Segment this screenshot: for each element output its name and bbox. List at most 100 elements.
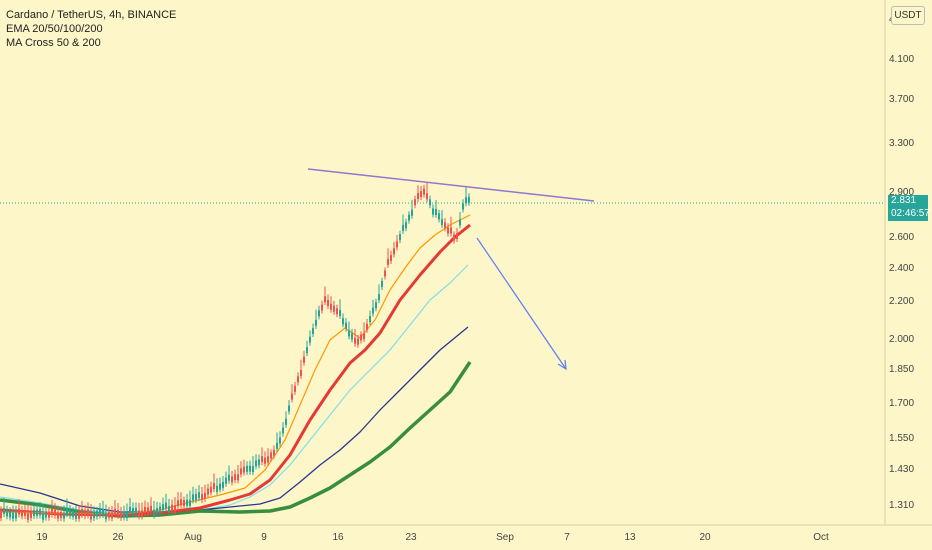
candle-body <box>378 294 380 301</box>
candle-body <box>303 356 305 363</box>
candle-body <box>18 508 20 515</box>
candle-body <box>249 465 251 472</box>
candle-body <box>240 468 242 475</box>
candle-body <box>90 513 92 520</box>
candle-body <box>60 511 62 518</box>
time-axis-label: Sep <box>496 532 514 543</box>
candle-body <box>252 466 254 473</box>
candle-body <box>396 241 398 248</box>
candle-body <box>204 492 206 499</box>
candle-body <box>12 512 14 519</box>
price-axis-label: 1.430 <box>889 464 914 475</box>
candle-body <box>9 511 11 518</box>
candle-body <box>168 506 170 513</box>
candle-body <box>354 337 356 344</box>
candle-body <box>48 511 50 518</box>
candle-body <box>255 460 257 467</box>
candle-body <box>333 305 335 312</box>
candle-body <box>273 449 275 456</box>
candle-body <box>405 222 407 229</box>
resistance-trendline[interactable] <box>307 168 595 202</box>
candle-body <box>360 334 362 341</box>
candle-body <box>348 330 350 337</box>
symbol-title[interactable]: Cardano / TetherUS, 4h, BINANCE <box>6 9 177 21</box>
price-axis-label: 1.310 <box>889 500 914 511</box>
candle-body <box>81 509 83 516</box>
candle-body <box>468 196 470 203</box>
ma200-line <box>0 361 472 518</box>
candle-body <box>42 513 44 520</box>
candle-body <box>345 322 347 329</box>
candle-body <box>432 208 434 215</box>
candle-body <box>267 456 269 463</box>
candle-body <box>0 512 2 519</box>
candle-body <box>135 507 137 514</box>
candle-body <box>177 500 179 507</box>
candle-body <box>84 510 86 517</box>
forecast-arrow[interactable] <box>476 237 567 370</box>
countdown-tag: 02:46:57 <box>888 208 930 221</box>
candle-body <box>111 512 113 519</box>
price-axis-label: 3.300 <box>889 138 914 149</box>
candle-body <box>153 509 155 516</box>
candle-body <box>369 316 371 323</box>
candle-body <box>264 457 266 464</box>
candle-body <box>384 270 386 277</box>
candle-body <box>291 393 293 400</box>
candle-body <box>324 296 326 303</box>
ema20-line <box>0 214 471 515</box>
price-axis-label: 2.000 <box>889 334 914 345</box>
candle-body <box>39 509 41 516</box>
candle-body <box>156 508 158 515</box>
candle-body <box>294 385 296 392</box>
candle-body <box>441 219 443 226</box>
currency-button[interactable]: USDT <box>891 6 925 25</box>
candle-body <box>423 188 425 195</box>
last-price-tag: 2.831 <box>888 195 928 208</box>
candle-body <box>321 304 323 311</box>
candle-body <box>435 208 437 215</box>
price-axis-label: 2.900 <box>889 187 914 198</box>
candle-body <box>417 193 419 200</box>
candle-body <box>465 197 467 204</box>
candle-body <box>45 511 47 518</box>
candle-body <box>456 233 458 240</box>
candle-body <box>312 328 314 335</box>
candle-body <box>72 510 74 517</box>
candle-body <box>75 512 77 519</box>
candle-body <box>243 466 245 473</box>
candle-body <box>330 303 332 310</box>
candle-body <box>189 499 191 506</box>
candle-body <box>231 476 233 483</box>
candle-body <box>366 323 368 330</box>
candle-body <box>27 513 29 520</box>
candle-body <box>87 509 89 516</box>
candle-body <box>234 474 236 481</box>
arrow-head <box>557 359 567 371</box>
candle-body <box>144 506 146 513</box>
candle-body <box>216 485 218 492</box>
price-axis-label: 3.700 <box>889 94 914 105</box>
candle-body <box>429 199 431 206</box>
candle-body <box>372 307 374 314</box>
candle-body <box>228 474 230 481</box>
candle-body <box>297 376 299 383</box>
candle-body <box>33 509 35 516</box>
price-axis-label: 2.400 <box>889 263 914 274</box>
time-axis-label: 23 <box>405 532 417 543</box>
candle-body <box>36 509 38 516</box>
candle-body <box>150 505 152 512</box>
candle-body <box>210 486 212 493</box>
candle-body <box>117 510 119 517</box>
time-axis-label: 26 <box>112 532 124 543</box>
candle-body <box>450 227 452 234</box>
ema-indicator-label[interactable]: EMA 20/50/100/200 <box>6 23 103 35</box>
candle-body <box>174 505 176 512</box>
candle-body <box>276 442 278 449</box>
candle-body <box>387 258 389 265</box>
ma-cross-indicator-label[interactable]: MA Cross 50 & 200 <box>6 37 101 49</box>
candle-body <box>132 507 134 514</box>
candle-body <box>108 511 110 518</box>
